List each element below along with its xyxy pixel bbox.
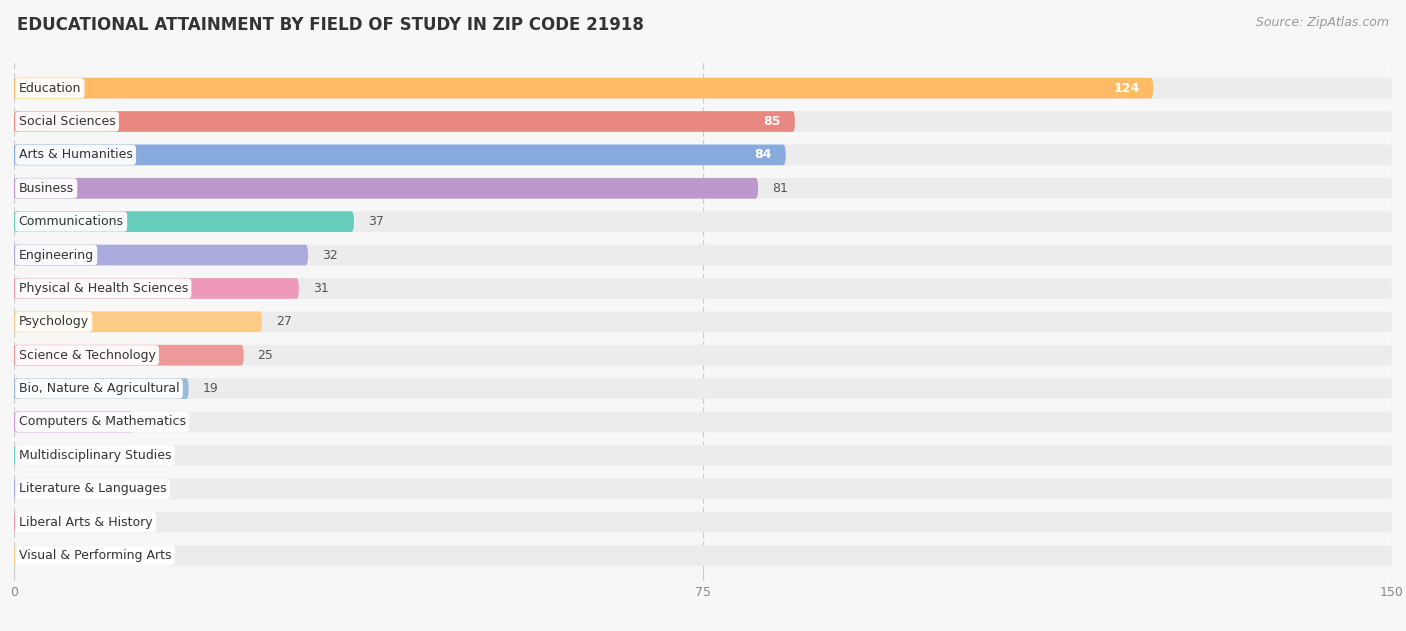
Circle shape — [11, 280, 17, 297]
Text: Engineering: Engineering — [18, 249, 94, 261]
Text: 81: 81 — [772, 182, 787, 195]
FancyBboxPatch shape — [14, 378, 188, 399]
Text: Bio, Nature & Agricultural: Bio, Nature & Agricultural — [18, 382, 180, 395]
Text: 85: 85 — [763, 115, 782, 128]
FancyBboxPatch shape — [14, 278, 299, 298]
FancyBboxPatch shape — [14, 278, 1392, 298]
Text: Literature & Languages: Literature & Languages — [18, 482, 166, 495]
Circle shape — [11, 180, 17, 196]
Circle shape — [11, 380, 17, 397]
Text: Social Sciences: Social Sciences — [18, 115, 115, 128]
FancyBboxPatch shape — [14, 211, 1392, 232]
Text: EDUCATIONAL ATTAINMENT BY FIELD OF STUDY IN ZIP CODE 21918: EDUCATIONAL ATTAINMENT BY FIELD OF STUDY… — [17, 16, 644, 34]
Text: 31: 31 — [312, 282, 329, 295]
Circle shape — [11, 114, 17, 129]
Text: 0: 0 — [28, 449, 35, 462]
Text: Physical & Health Sciences: Physical & Health Sciences — [18, 282, 188, 295]
Text: 0: 0 — [28, 516, 35, 529]
FancyBboxPatch shape — [14, 378, 1392, 399]
FancyBboxPatch shape — [14, 144, 1392, 165]
Text: Communications: Communications — [18, 215, 124, 228]
Text: Science & Technology: Science & Technology — [18, 349, 156, 362]
FancyBboxPatch shape — [14, 211, 354, 232]
Text: 0: 0 — [28, 482, 35, 495]
Text: Psychology: Psychology — [18, 316, 89, 328]
Text: 13: 13 — [148, 415, 163, 428]
FancyBboxPatch shape — [14, 345, 1392, 365]
Text: Multidisciplinary Studies: Multidisciplinary Studies — [18, 449, 172, 462]
FancyBboxPatch shape — [14, 78, 1392, 98]
Circle shape — [11, 347, 17, 363]
FancyBboxPatch shape — [14, 178, 1392, 199]
Circle shape — [11, 247, 17, 263]
Circle shape — [11, 481, 17, 497]
FancyBboxPatch shape — [14, 245, 308, 266]
FancyBboxPatch shape — [14, 411, 1392, 432]
Text: Liberal Arts & History: Liberal Arts & History — [18, 516, 152, 529]
Circle shape — [11, 548, 17, 563]
FancyBboxPatch shape — [14, 178, 758, 199]
Circle shape — [11, 147, 17, 163]
Text: 37: 37 — [368, 215, 384, 228]
Text: Source: ZipAtlas.com: Source: ZipAtlas.com — [1256, 16, 1389, 29]
FancyBboxPatch shape — [14, 78, 1153, 98]
FancyBboxPatch shape — [14, 111, 1392, 132]
Circle shape — [11, 414, 17, 430]
FancyBboxPatch shape — [14, 144, 786, 165]
Text: Arts & Humanities: Arts & Humanities — [18, 148, 132, 162]
Text: Education: Education — [18, 81, 82, 95]
Circle shape — [11, 314, 17, 330]
Text: 0: 0 — [28, 549, 35, 562]
FancyBboxPatch shape — [14, 312, 262, 332]
FancyBboxPatch shape — [14, 345, 243, 365]
Text: Visual & Performing Arts: Visual & Performing Arts — [18, 549, 172, 562]
FancyBboxPatch shape — [14, 545, 1392, 566]
Text: 32: 32 — [322, 249, 337, 261]
Circle shape — [11, 80, 17, 96]
FancyBboxPatch shape — [14, 445, 1392, 466]
Text: Business: Business — [18, 182, 73, 195]
FancyBboxPatch shape — [14, 245, 1392, 266]
Text: 25: 25 — [257, 349, 273, 362]
Text: 124: 124 — [1114, 81, 1139, 95]
FancyBboxPatch shape — [14, 411, 134, 432]
Text: 84: 84 — [755, 148, 772, 162]
FancyBboxPatch shape — [14, 111, 794, 132]
FancyBboxPatch shape — [14, 478, 1392, 499]
Text: Computers & Mathematics: Computers & Mathematics — [18, 415, 186, 428]
Text: 27: 27 — [276, 316, 291, 328]
Text: 19: 19 — [202, 382, 218, 395]
Circle shape — [11, 514, 17, 530]
Circle shape — [11, 214, 17, 230]
FancyBboxPatch shape — [14, 512, 1392, 533]
FancyBboxPatch shape — [14, 312, 1392, 332]
Circle shape — [11, 447, 17, 463]
